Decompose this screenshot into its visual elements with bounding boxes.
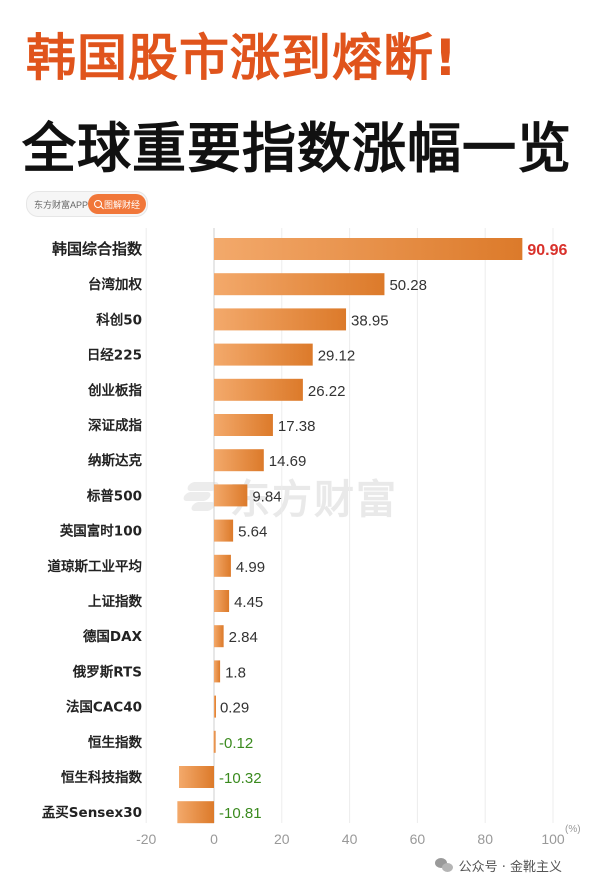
value-label: 9.84 (252, 488, 281, 505)
bar (214, 449, 264, 472)
search-icon (94, 200, 103, 208)
bar (214, 484, 248, 507)
category-label: 纳斯达克 (88, 452, 142, 469)
value-label: -10.32 (219, 770, 262, 787)
x-tick-label: 40 (342, 831, 358, 847)
category-label: 孟买Sensex30 (42, 805, 142, 821)
bar (214, 695, 216, 718)
bar (214, 273, 385, 296)
category-label: 标普500 (86, 487, 142, 504)
category-label: 德国DAX (83, 628, 143, 645)
category-label: 日经225 (87, 347, 142, 364)
category-label: 俄罗斯RTS (72, 663, 142, 680)
value-label: 4.45 (234, 594, 263, 611)
chart-bars (177, 238, 523, 824)
category-label: 台湾加权 (88, 276, 142, 293)
category-label: 英国富时100 (59, 523, 142, 540)
bar (214, 554, 231, 577)
value-label: 2.84 (229, 629, 258, 646)
category-label: 道琼斯工业平均 (48, 558, 143, 575)
bar (214, 660, 221, 683)
value-label: -10.81 (219, 805, 262, 822)
bar (214, 343, 313, 366)
bar (213, 730, 216, 753)
wechat-icon (434, 858, 455, 873)
category-label: 法国CAC40 (66, 699, 142, 716)
value-label: 90.96 (527, 242, 567, 259)
bar (214, 590, 230, 612)
subheadline: 全球重要指数涨幅一览 (22, 117, 572, 180)
x-tick-label: 0 (210, 831, 218, 847)
bar (214, 625, 224, 648)
watermark: 东方财富 (181, 467, 398, 525)
headline: 韩国股市涨到熔断! (26, 29, 458, 87)
x-tick-label: 20 (274, 831, 290, 847)
value-label: 50.28 (389, 277, 427, 294)
category-label: 恒生科技指数 (61, 769, 142, 786)
value-label: 38.95 (351, 312, 389, 329)
x-tick-label: 80 (477, 831, 493, 847)
chart-grid (145, 228, 554, 823)
value-label: 29.12 (318, 348, 356, 365)
category-label: 创业板指 (87, 382, 142, 399)
x-tick-label: 100 (541, 831, 565, 847)
bar (214, 308, 347, 331)
source-tag-label: 图解财经 (104, 199, 141, 210)
x-tick-label: 60 (410, 831, 426, 847)
bar (214, 238, 523, 260)
source-badge[interactable]: 东方财富APP 图解财经 (26, 191, 148, 217)
watermark-text: 东方财富 (230, 477, 398, 523)
category-label: 科创50 (96, 311, 142, 328)
bar (179, 766, 214, 788)
bar (214, 378, 303, 401)
x-tick-label: -20 (136, 831, 156, 847)
footer: 公众号 · 金靴主义 (434, 856, 562, 875)
value-label: 26.22 (308, 383, 346, 400)
source-tag[interactable]: 图解财经 (88, 194, 147, 214)
chart-labels: 韩国综合指数 90.96 台湾加权 50.28 科创50 38.95 日经225 29.12 创… (42, 240, 568, 822)
category-label: 深证成指 (88, 417, 142, 434)
footer-text: 公众号 · 金靴主义 (458, 860, 562, 875)
bar (214, 519, 234, 542)
value-label: 5.64 (238, 524, 267, 541)
value-label: 0.29 (220, 700, 249, 717)
category-label: 上证指数 (88, 593, 142, 610)
value-label: 17.38 (278, 418, 316, 435)
value-label: -0.12 (219, 735, 253, 752)
category-label: 恒生指数 (88, 734, 142, 751)
category-label: 韩国综合指数 (52, 240, 143, 258)
value-label: 1.8 (225, 664, 246, 681)
x-axis-unit: (%) (565, 824, 581, 835)
bar (177, 801, 214, 824)
source-app-label: 东方财富APP (34, 199, 89, 210)
value-label: 4.99 (236, 559, 265, 576)
bar (214, 414, 273, 436)
x-axis-ticks: -20 0 20 40 60 80 100(%) (136, 824, 580, 847)
value-label: 14.69 (269, 453, 307, 470)
